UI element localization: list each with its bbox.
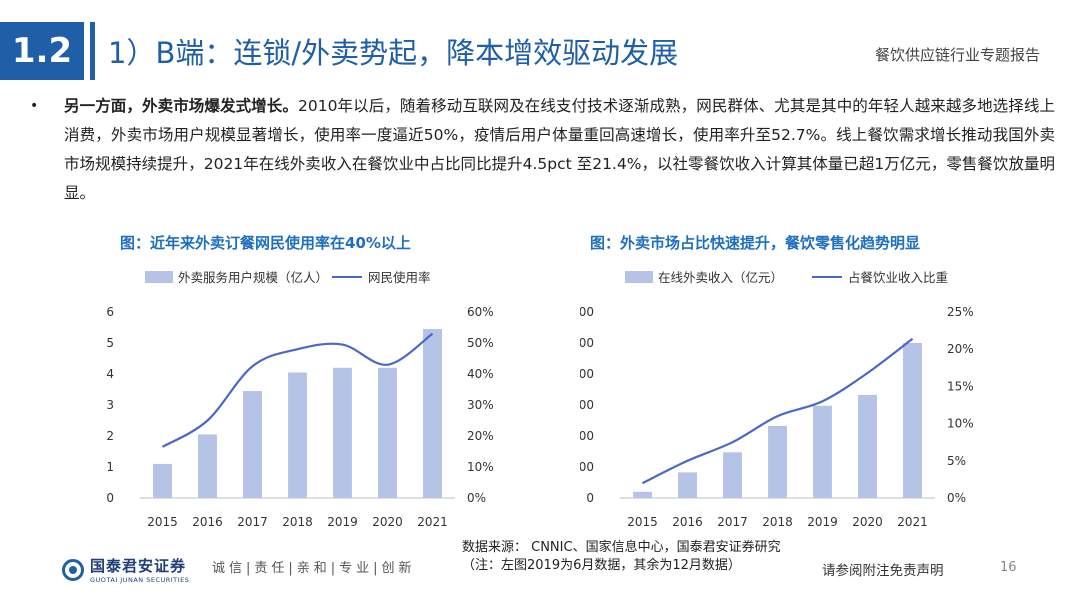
bar xyxy=(768,425,787,498)
x-tick-label: 2018 xyxy=(282,515,313,529)
chart-right: 在线外卖收入（亿元） 占餐饮业收入比重 0 2000 4000 6000 8000 10000… xyxy=(580,270,974,529)
report-name: 餐饮供应链行业专题报告 xyxy=(874,46,1040,64)
x-tick-label: 2016 xyxy=(672,515,703,529)
bar xyxy=(633,491,652,498)
x-tick-label: 2015 xyxy=(627,515,658,529)
chart-title-right: 图：外卖市场占比快速提升，餐饮零售化趋势明显 xyxy=(590,234,921,252)
legend-swatch-bar xyxy=(145,271,173,283)
chart-legend: 外卖服务用户规模（亿人） 网民使用率 xyxy=(145,270,431,285)
y-right-tick-label: 30% xyxy=(467,398,494,412)
y-left-tick-label: 0 xyxy=(586,491,594,505)
company-motto: 诚信|责任|亲和|专业|创新 xyxy=(212,561,416,576)
series-line xyxy=(642,337,914,485)
y-left-tick-label: 1 xyxy=(106,460,114,474)
x-tick-label: 2019 xyxy=(807,515,838,529)
bar xyxy=(678,472,697,498)
bullet-text: 另一方面，外卖市场爆发式增长。2010年以后，随着移动互联网及在线支付技术逐渐成… xyxy=(64,92,1055,208)
chart-left: 外卖服务用户规模（亿人） 网民使用率01234560%10%20%30%40%50… xyxy=(106,270,494,529)
y-left-tick-label: 2000 xyxy=(580,460,594,474)
legend-label-line: 网民使用率 xyxy=(368,270,431,285)
bar xyxy=(858,394,877,498)
logo-cn: 国泰君安证券 xyxy=(90,557,187,575)
x-tick-label: 2015 xyxy=(147,515,178,529)
y-left-tick-label: 3 xyxy=(106,398,114,412)
chart-legend: 在线外卖收入（亿元） 占餐饮业收入比重 xyxy=(625,270,948,285)
x-tick-label: 2021 xyxy=(897,515,928,529)
legend-swatch-bar xyxy=(625,271,653,283)
x-tick-label: 2019 xyxy=(327,515,358,529)
y-right-tick-label: 10% xyxy=(947,417,974,431)
bullet-dot-icon: • xyxy=(30,98,39,114)
legend-label-line: 占餐饮业收入比重 xyxy=(848,270,948,285)
bar xyxy=(198,434,217,498)
section-number: 1.2 xyxy=(0,22,84,80)
y-left-tick-label: 4 xyxy=(106,367,114,381)
company-logo: 国泰君安证券 GUOTAI JUNAN SECURITIES xyxy=(62,555,189,584)
y-left-tick-label: 8000 xyxy=(580,367,594,381)
y-right-tick-label: 50% xyxy=(467,336,494,350)
bar xyxy=(378,367,397,498)
bullet-lead: 另一方面，外卖市场爆发式增长。 xyxy=(64,97,298,115)
y-left-tick-label: 10000 xyxy=(580,336,594,350)
logo-en: GUOTAI JUNAN SECURITIES xyxy=(90,576,190,584)
y-right-tick-label: 40% xyxy=(467,367,494,381)
page-number: 16 xyxy=(1000,560,1017,575)
x-tick-label: 2020 xyxy=(852,515,883,529)
y-right-tick-label: 20% xyxy=(947,342,974,356)
y-right-tick-label: 15% xyxy=(947,379,974,393)
bar xyxy=(153,463,172,498)
bar xyxy=(903,343,922,498)
logo-mark-icon xyxy=(62,558,84,581)
y-left-tick-label: 6000 xyxy=(580,398,594,412)
slide-header: 1.2 1）B端：连锁/外卖势起，降本增效驱动发展 餐饮供应链行业专题报告 xyxy=(0,0,1080,82)
section-divider-bar xyxy=(90,22,95,80)
y-right-tick-label: 60% xyxy=(467,305,494,319)
bar xyxy=(288,372,307,498)
x-tick-label: 2017 xyxy=(237,515,268,529)
series-line xyxy=(161,332,434,448)
data-source: 数据来源： CNNIC、国家信息中心，国泰君安证券研究（注：左图2019为6月数… xyxy=(462,540,781,573)
y-left-tick-label: 5 xyxy=(106,336,114,350)
bar xyxy=(333,367,352,498)
x-tick-label: 2021 xyxy=(417,515,448,529)
bar xyxy=(813,405,832,498)
chart-title-left: 图：近年来外卖订餐网民使用率在40%以上 xyxy=(120,234,411,252)
y-left-tick-label: 12000 xyxy=(580,305,594,319)
legend-label-bar: 在线外卖收入（亿元） xyxy=(658,270,783,285)
y-left-tick-label: 2 xyxy=(106,429,114,443)
x-tick-label: 2016 xyxy=(192,515,223,529)
bar xyxy=(423,329,442,498)
y-right-tick-label: 10% xyxy=(467,460,494,474)
x-tick-label: 2020 xyxy=(372,515,403,529)
y-left-tick-label: 6 xyxy=(106,305,114,319)
y-left-tick-label: 0 xyxy=(106,491,114,505)
legend-label-bar: 外卖服务用户规模（亿人） xyxy=(178,270,328,285)
bullet-body: 2010年以后，随着移动互联网及在线支付技术逐渐成熟，网民群体、尤其是其中的年轻… xyxy=(64,97,1055,202)
x-tick-label: 2017 xyxy=(717,515,748,529)
x-tick-label: 2018 xyxy=(762,515,793,529)
y-right-tick-label: 25% xyxy=(947,305,974,319)
y-right-tick-label: 0% xyxy=(947,491,966,505)
disclaimer: 请参阅附注免责声明 xyxy=(822,563,944,579)
y-right-tick-label: 5% xyxy=(947,454,966,468)
y-left-tick-label: 4000 xyxy=(580,429,594,443)
y-right-tick-label: 20% xyxy=(467,429,494,443)
slide-title: 1）B端：连锁/外卖势起，降本增效驱动发展 xyxy=(108,36,679,70)
bar xyxy=(723,452,742,498)
bullet-paragraph: • 另一方面，外卖市场爆发式增长。2010年以后，随着移动互联网及在线支付技术逐… xyxy=(30,92,1055,208)
y-right-tick-label: 0% xyxy=(467,491,486,505)
bar xyxy=(243,391,262,498)
